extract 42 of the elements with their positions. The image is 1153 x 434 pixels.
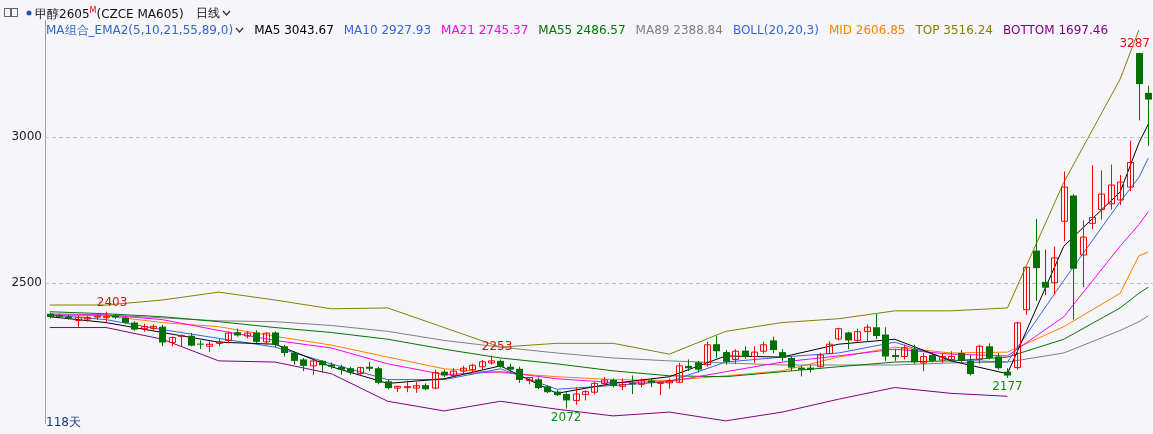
text: TOP 3516.24 [915, 23, 993, 37]
candlestick [1051, 246, 1058, 295]
candlestick [704, 341, 711, 368]
candlestick [873, 313, 880, 340]
candlestick [1098, 169, 1105, 221]
candlestick [1042, 249, 1049, 296]
text: MID 2606.85 [828, 23, 906, 37]
candlestick [591, 381, 598, 396]
candlestick [1023, 266, 1030, 316]
text: BOTTOM 1697.46 [1002, 23, 1109, 37]
candlestick [1061, 171, 1068, 242]
candlestick [882, 326, 889, 362]
candlestick [1089, 164, 1096, 230]
annotation: BOLL(20,20,3) [732, 23, 819, 37]
text: MA55 2486.57 [538, 23, 626, 37]
candlestick [1108, 164, 1115, 211]
text: MA5 3043.67 [254, 23, 334, 37]
annotation: 2072 [550, 409, 582, 424]
text: MA21 2745.37 [441, 23, 529, 37]
candlestick [1080, 219, 1087, 288]
candlestick [1033, 218, 1040, 302]
text: MA10 2927.93 [343, 23, 432, 37]
candlestick [911, 344, 918, 365]
y-tick-label: 2500 [11, 275, 42, 290]
candlestick [159, 324, 166, 347]
candlestick [713, 335, 720, 359]
chart-title: 甲醇2605$^{M}$(CZCE MA605) [35, 5, 184, 21]
candlestick [1127, 140, 1134, 192]
candlestick [920, 352, 927, 372]
candlestick [666, 377, 673, 390]
candlestick [976, 344, 983, 365]
legend-title: MA组合_EMA2(5,10,21,55,89,0) [46, 23, 234, 37]
text: MA89 2388.84 [635, 23, 723, 37]
candlestick [1117, 174, 1124, 206]
candlestick [676, 362, 683, 384]
candlestick [1014, 321, 1021, 371]
annotation: 118天 [46, 414, 81, 431]
candlestick [1145, 85, 1152, 147]
candlestick [432, 369, 439, 390]
chart-subtitle: 日线 [195, 5, 220, 20]
annotation: 2177 [992, 378, 1023, 393]
y-tick-label: 3000 [11, 129, 42, 144]
